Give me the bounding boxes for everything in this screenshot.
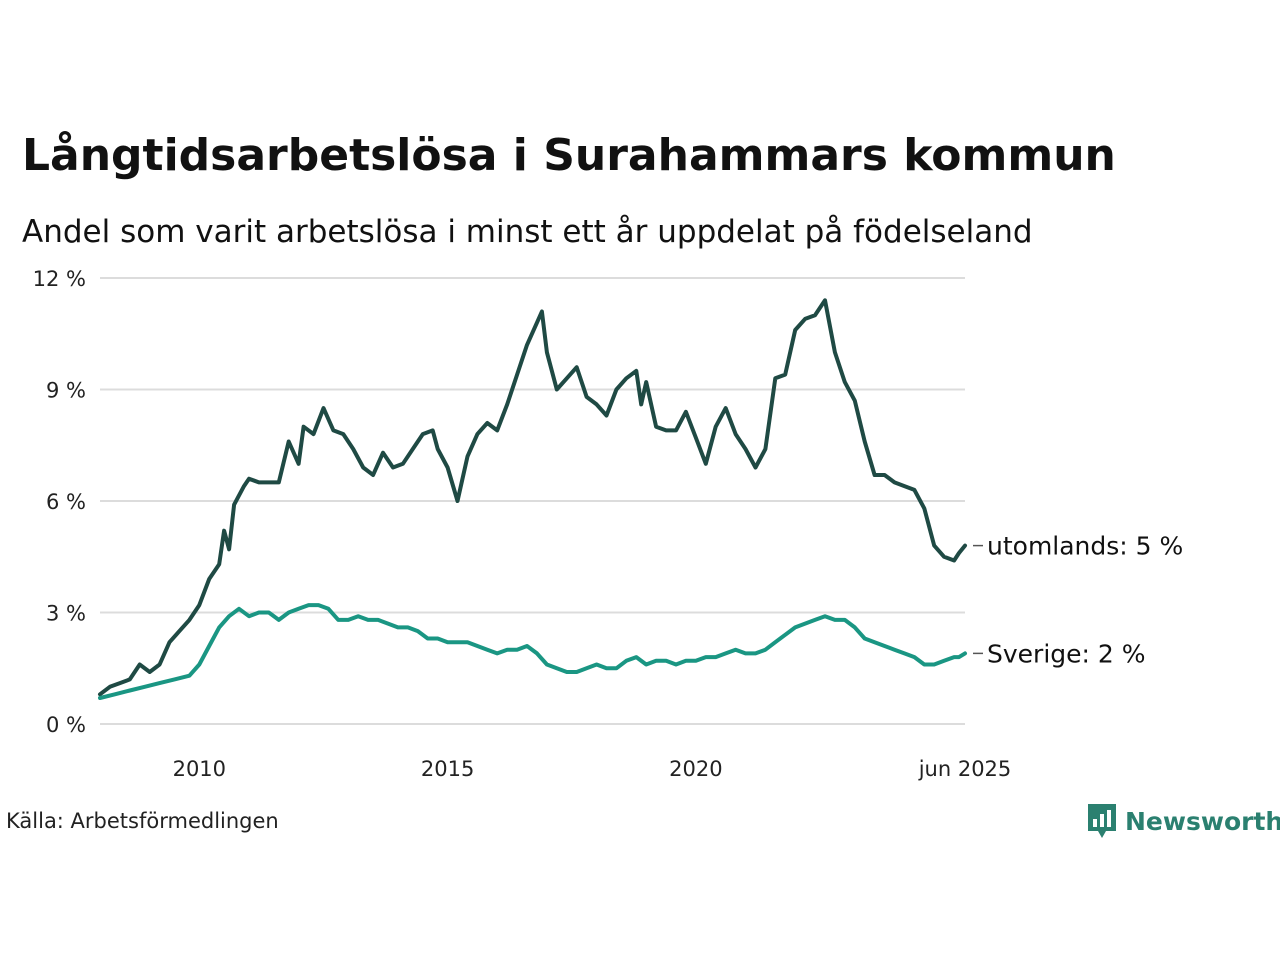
y-tick-label: 3 % <box>46 602 86 626</box>
y-tick-label: 0 % <box>46 713 86 737</box>
series-line-sverige <box>98 603 967 700</box>
x-tick-label: jun 2025 <box>918 757 1012 781</box>
y-axis: 0 % 3 % 6 % 9 % 12 % <box>33 267 86 737</box>
series-lines <box>98 298 967 700</box>
chart-title: Långtidsarbetslösa i Surahammars kommun <box>22 130 1116 181</box>
gridlines <box>100 277 965 725</box>
x-tick-label: 2020 <box>669 757 722 781</box>
y-tick-label: 12 % <box>33 267 86 291</box>
series-end-labels: utomlands: 5 % Sverige: 2 % <box>973 532 1183 668</box>
chart-subtitle: Andel som varit arbetslösa i minst ett å… <box>22 214 1033 250</box>
line-chart: 0 % 3 % 6 % 9 % 12 % 2010 2015 2020 jun 2025 ut… <box>33 267 1184 781</box>
x-axis: 2010 2015 2020 jun 2025 <box>173 757 1012 781</box>
source-note: Källa: Arbetsförmedlingen <box>6 809 279 833</box>
newsworthy-logo-icon <box>1088 804 1116 838</box>
end-label-utomlands: utomlands: 5 % <box>987 532 1183 561</box>
x-tick-label: 2010 <box>173 757 226 781</box>
brand-logo[interactable]: Newsworthy <box>1087 803 1280 839</box>
y-tick-label: 6 % <box>46 490 86 514</box>
brand-name: Newsworthy <box>1125 806 1280 836</box>
series-line-utomlands <box>98 298 967 697</box>
x-tick-label: 2015 <box>421 757 474 781</box>
y-tick-label: 9 % <box>46 379 86 403</box>
end-label-sverige: Sverige: 2 % <box>987 639 1146 668</box>
